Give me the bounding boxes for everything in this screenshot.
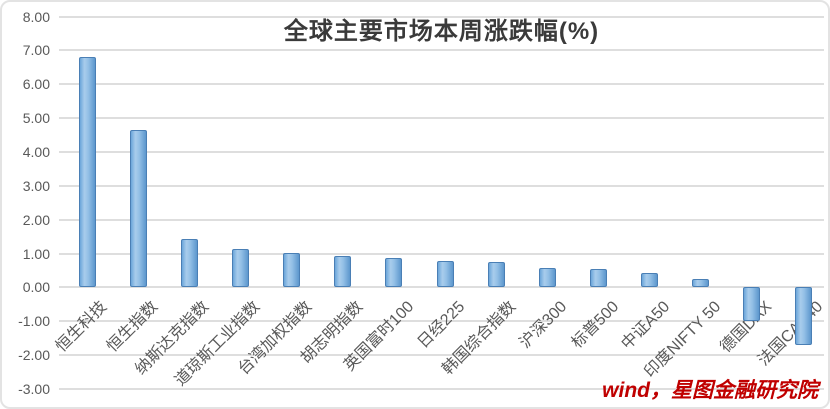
bar	[794, 287, 812, 345]
bar	[590, 268, 607, 288]
bar	[692, 278, 710, 288]
y-axis-tick-label: -3.00	[18, 380, 50, 397]
bar	[743, 287, 761, 322]
y-axis-tick-label: 4.00	[22, 144, 50, 160]
y-axis-tick-label: 1.00	[22, 245, 50, 262]
gridline	[59, 354, 824, 357]
chart-title: 全球主要市场本周涨跌幅(%)	[283, 18, 600, 45]
y-axis-tick-label: 7.00	[22, 42, 50, 59]
gridline	[59, 320, 824, 323]
y-axis-tick-label: 0.00	[22, 279, 50, 296]
y-axis-tick-label: 2.00	[22, 211, 50, 228]
gridline	[59, 387, 824, 390]
bar	[129, 130, 147, 288]
y-axis-tick-label: -1.00	[18, 313, 50, 330]
bar	[641, 273, 659, 288]
bar	[283, 252, 301, 288]
gridline	[59, 151, 824, 153]
gridline	[59, 252, 824, 255]
y-axis-tick-label: 8.00	[22, 8, 50, 25]
bar	[180, 239, 198, 288]
y-axis-tick-label: 5.00	[22, 110, 50, 127]
bar	[385, 257, 403, 288]
x-axis-label: 标普500	[568, 298, 622, 353]
bar	[334, 255, 352, 288]
gridline	[59, 286, 824, 289]
y-axis-tick-label: -2.00	[18, 347, 50, 364]
bar	[78, 57, 96, 288]
x-axis-label: 恒生科技	[52, 298, 111, 356]
gridline	[59, 49, 824, 52]
bar	[487, 261, 505, 288]
gridline	[59, 117, 824, 120]
y-axis-tick-label: 3.00	[22, 177, 50, 194]
gridline	[59, 15, 824, 18]
bar	[538, 268, 556, 288]
x-axis-label: 沪深300	[517, 298, 571, 353]
bar	[231, 249, 249, 288]
gridline	[59, 218, 824, 221]
bar	[436, 261, 454, 288]
watermark-source-label: wind，星图金融研究院	[602, 379, 818, 402]
y-axis-tick-label: 6.00	[22, 76, 50, 93]
gridline	[59, 184, 824, 187]
gridline	[59, 83, 824, 86]
